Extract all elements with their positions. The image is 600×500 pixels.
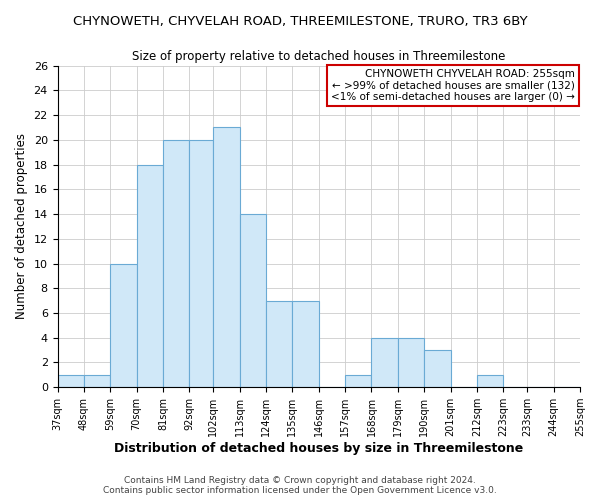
Y-axis label: Number of detached properties: Number of detached properties xyxy=(15,134,28,320)
Text: Contains HM Land Registry data © Crown copyright and database right 2024.
Contai: Contains HM Land Registry data © Crown c… xyxy=(103,476,497,495)
Text: CHYNOWETH CHYVELAH ROAD: 255sqm
← >99% of detached houses are smaller (132)
<1% : CHYNOWETH CHYVELAH ROAD: 255sqm ← >99% o… xyxy=(331,69,575,102)
Bar xyxy=(214,128,239,387)
Bar xyxy=(110,264,137,387)
Bar xyxy=(163,140,190,387)
Bar xyxy=(137,164,163,387)
Bar xyxy=(58,375,84,387)
Bar xyxy=(424,350,451,387)
Bar xyxy=(84,375,110,387)
Bar xyxy=(477,375,503,387)
Bar xyxy=(345,375,371,387)
Bar xyxy=(266,300,292,387)
Title: Size of property relative to detached houses in Threemilestone: Size of property relative to detached ho… xyxy=(132,50,505,63)
Bar xyxy=(398,338,424,387)
Bar xyxy=(239,214,266,387)
Bar xyxy=(371,338,398,387)
Text: CHYNOWETH, CHYVELAH ROAD, THREEMILESTONE, TRURO, TR3 6BY: CHYNOWETH, CHYVELAH ROAD, THREEMILESTONE… xyxy=(73,15,527,28)
Bar xyxy=(190,140,214,387)
X-axis label: Distribution of detached houses by size in Threemilestone: Distribution of detached houses by size … xyxy=(114,442,523,455)
Bar xyxy=(292,300,319,387)
